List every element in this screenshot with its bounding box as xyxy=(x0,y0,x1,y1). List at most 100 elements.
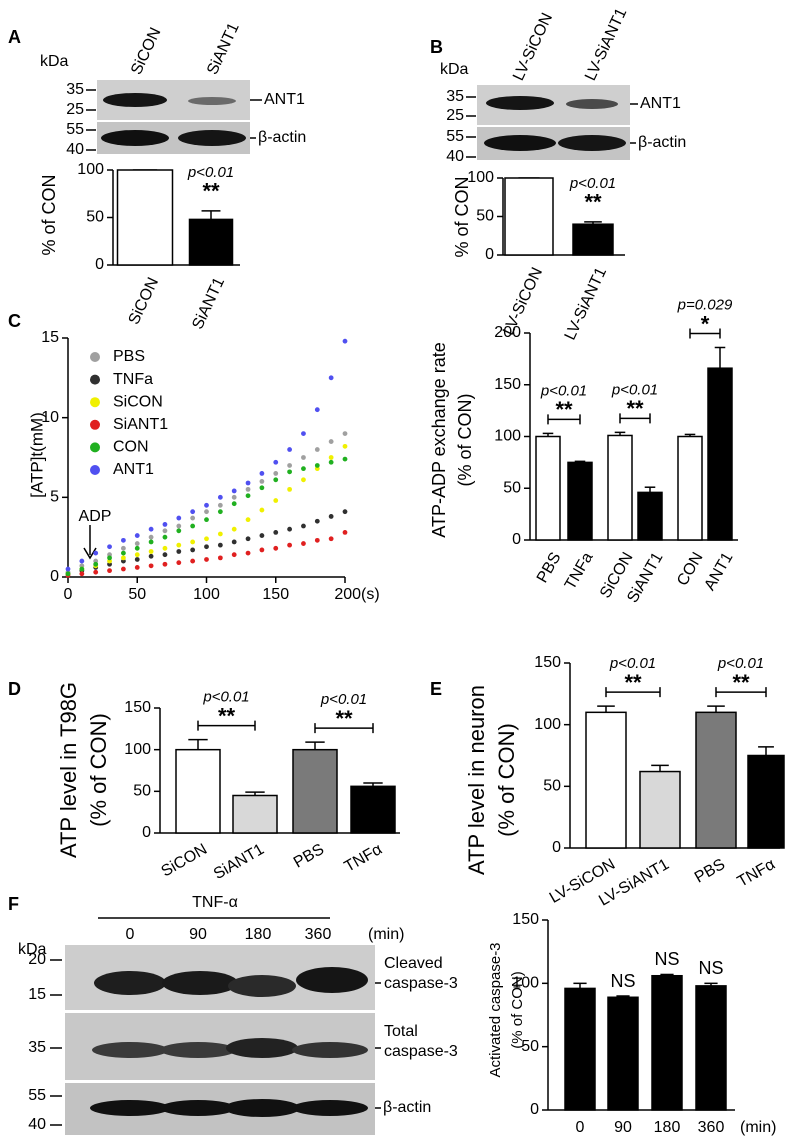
x-tick-label: SiCON xyxy=(158,841,210,881)
y-axis-label: (% of CON) xyxy=(455,393,475,486)
data-point xyxy=(121,566,126,572)
data-point xyxy=(134,541,140,546)
data-point xyxy=(148,549,154,554)
p-value: p<0.01 xyxy=(202,689,249,706)
data-point xyxy=(287,526,292,532)
bracket xyxy=(689,328,721,339)
data-point xyxy=(134,565,140,570)
data-point xyxy=(217,555,223,561)
bar xyxy=(232,794,278,834)
y-tick-label: 150 xyxy=(534,654,561,671)
lane-label: 360 xyxy=(305,926,332,943)
data-point xyxy=(148,539,154,545)
band xyxy=(484,135,556,151)
marker: 35 xyxy=(66,81,84,98)
significance: ** xyxy=(335,706,353,731)
band xyxy=(566,99,618,109)
significance: ** xyxy=(732,670,750,695)
y-axis-label: (% of CON) xyxy=(509,971,526,1049)
x-tick-label: LV-SiANT1 xyxy=(562,265,610,343)
x-tick-label: 150 xyxy=(262,586,289,603)
data-point xyxy=(134,545,140,551)
marker-ticks xyxy=(86,89,262,151)
data-point xyxy=(176,560,182,566)
lane-label: 0 xyxy=(126,926,135,943)
lane-label: SiCON xyxy=(128,25,164,77)
band xyxy=(224,1099,300,1117)
protein-label: β-actin xyxy=(638,134,686,151)
y-axis-label: ATP-ADP exchange rate xyxy=(429,342,449,537)
data-point xyxy=(231,526,237,532)
bar xyxy=(535,435,561,541)
x-tick-label: 50 xyxy=(128,586,146,603)
lane-label: 180 xyxy=(245,926,272,943)
kda-label: kDa xyxy=(440,61,469,78)
data-point xyxy=(259,479,265,484)
p-value: p<0.01 xyxy=(320,691,367,708)
data-point xyxy=(79,558,85,564)
lane-label: LV-SiANT1 xyxy=(582,6,630,84)
data-point xyxy=(328,455,334,460)
treatment-label: TNF-α xyxy=(192,894,238,911)
y-tick-label: 0 xyxy=(485,246,494,263)
significance: NS xyxy=(654,949,679,969)
x-tick-label: 200(s) xyxy=(334,586,379,603)
data-point xyxy=(287,469,292,475)
x-tick-label: SiANT1 xyxy=(189,275,228,332)
data-point xyxy=(342,529,348,535)
band xyxy=(486,96,554,110)
y-axis-label: (% of CON) xyxy=(494,723,519,837)
p-value: p<0.01 xyxy=(609,655,656,672)
marker-ticks xyxy=(50,959,381,1126)
significance: ** xyxy=(555,397,573,422)
data-point xyxy=(190,515,196,521)
band xyxy=(178,130,246,146)
panel-label: E xyxy=(430,679,442,699)
bar xyxy=(116,169,174,266)
x-tick-label: 0 xyxy=(64,586,73,603)
significance: ** xyxy=(584,190,602,215)
data-point xyxy=(301,541,306,546)
legend-label: SiCON xyxy=(113,393,163,410)
data-point xyxy=(134,557,140,562)
data-point xyxy=(314,518,320,524)
x-tick-label: PBS xyxy=(692,856,728,887)
band xyxy=(292,1100,368,1116)
data-point xyxy=(107,544,112,550)
legend-swatch xyxy=(90,352,100,362)
data-point xyxy=(204,536,209,542)
protein-label: β-actin xyxy=(258,129,306,146)
data-point xyxy=(342,509,348,515)
data-point xyxy=(287,542,292,548)
data-point xyxy=(273,545,279,551)
bar xyxy=(567,461,593,541)
data-point xyxy=(259,471,265,476)
bar xyxy=(707,367,733,541)
y-axis-label: % of CON xyxy=(452,176,472,257)
data-point xyxy=(287,447,292,452)
data-point xyxy=(176,542,182,548)
legend-swatch xyxy=(90,374,100,385)
data-point xyxy=(314,463,320,468)
data-point xyxy=(148,563,154,569)
band xyxy=(558,135,626,151)
bracket xyxy=(605,687,661,698)
y-axis-label: % of CON xyxy=(39,174,59,255)
data-point xyxy=(121,545,126,551)
lane-label: 90 xyxy=(189,926,207,943)
data-point xyxy=(245,536,251,542)
y-tick-label: 0 xyxy=(50,568,59,585)
data-point xyxy=(190,558,196,564)
data-point xyxy=(301,477,306,483)
protein-label: ANT1 xyxy=(640,95,681,112)
significance: NS xyxy=(698,958,723,978)
marker: 55 xyxy=(66,121,84,138)
y-tick-label: 150 xyxy=(124,699,151,716)
data-point xyxy=(301,455,306,460)
data-point xyxy=(65,566,71,572)
x-tick-label: TNFα xyxy=(342,841,385,876)
bar xyxy=(695,985,727,1111)
y-tick-label: 200 xyxy=(494,324,521,341)
data-point xyxy=(204,517,209,523)
